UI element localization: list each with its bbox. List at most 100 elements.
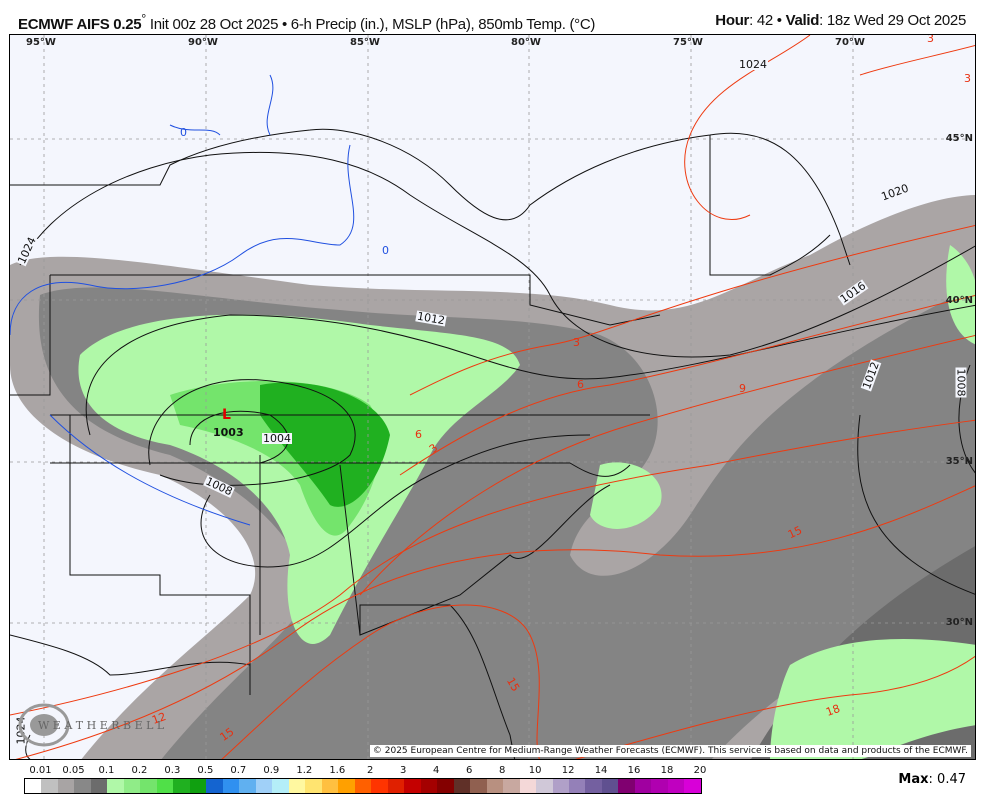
max-number: : 0.47 <box>928 772 966 787</box>
colorbar-swatch <box>618 779 635 793</box>
latitude-label: 35°N <box>945 456 973 467</box>
colorbar-label: 18 <box>660 765 674 776</box>
colorbar-label: 0.7 <box>230 765 247 776</box>
colorbar-swatch <box>684 779 701 793</box>
temperature-label: 6 <box>577 378 584 391</box>
colorbar-swatch <box>74 779 91 793</box>
temperature-contours <box>10 35 975 759</box>
colorbar-swatch <box>206 779 223 793</box>
copyright-notice: © 2025 European Centre for Medium-Range … <box>369 745 971 757</box>
colorbar-swatch <box>173 779 190 793</box>
colorbar-label: 0.3 <box>164 765 181 776</box>
latitude-label: 40°N <box>945 295 973 306</box>
colorbar-label: 1.2 <box>296 765 313 776</box>
colorbar-swatch <box>123 779 141 793</box>
colorbar-swatch <box>387 779 405 793</box>
longitude-label: 70°W <box>835 37 865 48</box>
colorbar-swatch <box>239 779 256 793</box>
longitude-label: 90°W <box>188 37 218 48</box>
valid-value: : 18z Wed 29 Oct 2025 <box>819 12 966 29</box>
colorbar-swatch <box>222 779 240 793</box>
colorbar-label: 14 <box>594 765 608 776</box>
colorbar-swatch <box>305 779 322 793</box>
temperature-label: 0 <box>382 244 389 257</box>
colorbar-label: 0.5 <box>197 765 214 776</box>
colorbar-label: 4 <box>433 765 440 776</box>
colorbar-label: 8 <box>498 765 506 776</box>
colorbar-swatch <box>486 779 504 793</box>
max-value: Max: 0.47 <box>898 772 966 787</box>
colorbar-swatch <box>371 779 388 793</box>
valid-time: Hour: 42 • Valid: 18z Wed 29 Oct 2025 <box>715 12 966 29</box>
colorbar-swatch <box>25 779 42 793</box>
temperature-label: 3 <box>573 336 580 349</box>
weatherbell-logo: W E A T H E R B E L L <box>14 695 194 758</box>
product-description: Init 00z 28 Oct 2025 • 6-h Precip (in.),… <box>146 16 596 33</box>
colorbar-swatch <box>667 779 685 793</box>
colorbar-label: 0.2 <box>131 765 148 776</box>
max-label: Max <box>898 772 929 787</box>
low-pressure-value: 1003 <box>213 426 244 439</box>
colorbar-swatch <box>519 779 537 793</box>
colorbar-swatch <box>552 779 569 793</box>
longitude-label: 80°W <box>511 37 541 48</box>
temperature-label: 9 <box>739 382 746 395</box>
svg-text:W E A T H E R B E L L: W E A T H E R B E L L <box>38 719 165 732</box>
longitude-label: 95°W <box>26 37 56 48</box>
colorbar-swatch <box>189 779 207 793</box>
temperature-label: 6 <box>415 428 422 441</box>
colorbar-swatch <box>321 779 339 793</box>
colorbar-label: 16 <box>627 765 641 776</box>
colorbar-swatch <box>470 779 487 793</box>
isobar-label: 1004 <box>262 432 292 445</box>
precip-green-area <box>770 639 975 759</box>
precip-green-area <box>590 462 662 529</box>
colorbar-label: 3 <box>400 765 407 776</box>
valid-label: Valid <box>785 12 820 29</box>
zero-isotherm <box>10 74 355 526</box>
colorbar-label: 20 <box>693 765 707 776</box>
colorbar-swatch <box>601 779 619 793</box>
colorbar-swatch <box>90 779 108 793</box>
temperature-label: 0 <box>180 126 187 139</box>
precip-green-area <box>946 245 975 345</box>
precip-green-area <box>260 382 390 507</box>
map-title: ECMWF AIFS 0.25° Init 00z 28 Oct 2025 • … <box>18 12 595 33</box>
weather-map[interactable]: L 95°W 90°W 85°W 80°W 75°W 70°W 45°N 40°… <box>9 34 976 760</box>
precip-colorbar <box>24 778 702 794</box>
colorbar-label: 10 <box>528 765 542 776</box>
colorbar-swatch <box>536 779 553 793</box>
colorbar-swatch <box>404 779 421 793</box>
colorbar-label: 2 <box>367 765 374 776</box>
longitude-label: 75°W <box>673 37 703 48</box>
colorbar-label: 1.6 <box>329 765 346 776</box>
colorbar-swatch <box>57 779 75 793</box>
latitude-label: 45°N <box>945 133 973 144</box>
temperature-label: 3 <box>927 34 934 45</box>
longitude-label: 85°W <box>350 37 380 48</box>
model-name: ECMWF AIFS 0.25 <box>18 16 142 33</box>
temperature-label: 3 <box>964 72 971 85</box>
map-layers: L <box>10 35 975 759</box>
colorbar-swatch <box>272 779 289 793</box>
colorbar-label: 6 <box>465 765 473 776</box>
hour-value: : 42 • <box>749 12 786 29</box>
colorbar-swatch <box>41 779 58 793</box>
hour-label: Hour <box>715 12 750 29</box>
colorbar-swatch <box>255 779 273 793</box>
colorbar-label: 0.1 <box>98 765 115 776</box>
isobar-label: 1008 <box>954 367 968 398</box>
colorbar-swatch <box>107 779 124 793</box>
low-pressure-symbol: L <box>222 407 231 423</box>
colorbar-swatch <box>568 779 586 793</box>
degree-sign: ° <box>141 12 146 26</box>
boundaries <box>10 128 851 759</box>
colorbar-swatch <box>585 779 602 793</box>
colorbar-swatch <box>437 779 454 793</box>
colorbar-swatch <box>288 779 306 793</box>
colorbar-swatch <box>420 779 438 793</box>
colorbar-label: 12 <box>561 765 575 776</box>
colorbar-label: 0.05 <box>62 765 85 776</box>
colorbar-swatch <box>634 779 652 793</box>
colorbar-swatch <box>140 779 157 793</box>
